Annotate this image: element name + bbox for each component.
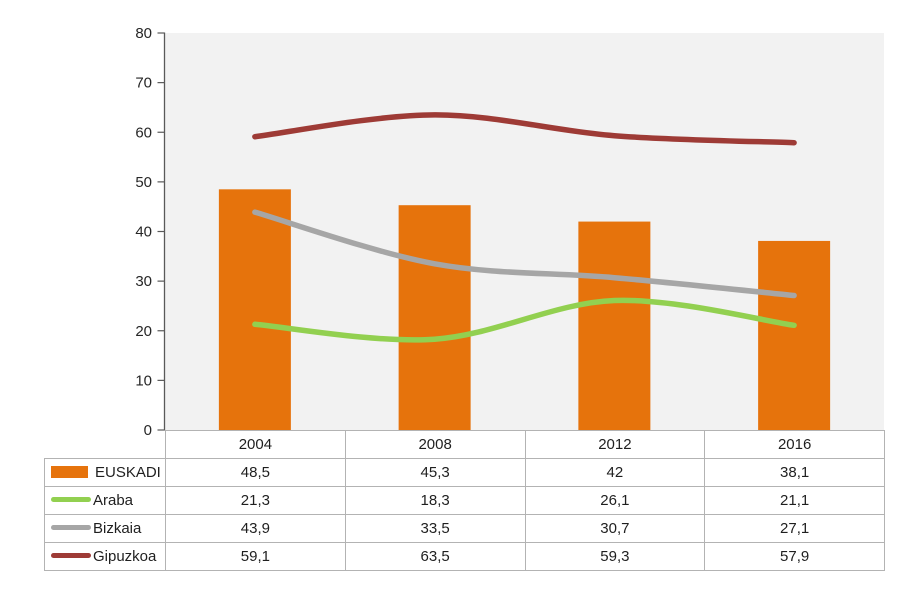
table-row-araba: Araba 21,3 18,3 26,1 21,1 bbox=[44, 486, 885, 515]
y-axis-tick-label: 50 bbox=[135, 174, 152, 191]
bar-euskadi-2012 bbox=[578, 221, 651, 430]
value-euskadi-2016: 38,1 bbox=[704, 458, 885, 487]
line-araba bbox=[252, 297, 797, 343]
legend-swatch-euskadi bbox=[51, 465, 88, 478]
bar-euskadi-2016 bbox=[758, 240, 831, 430]
chart-data-table: 2004 2008 2012 2016 EUSKADI 48,5 45,3 42 38,1 Ara… bbox=[44, 430, 885, 571]
value-bizkaia-2008: 33,5 bbox=[344, 514, 526, 543]
value-euskadi-2012: 42 bbox=[524, 458, 706, 487]
legend-cell-araba: Araba bbox=[44, 486, 166, 515]
table-row-euskadi: EUSKADI 48,5 45,3 42 38,1 bbox=[44, 458, 885, 487]
legend-label-araba: Araba bbox=[93, 492, 134, 510]
value-gipuzkoa-2008: 63,5 bbox=[344, 542, 526, 571]
table-row-bizkaia: Bizkaia 43,9 33,5 30,7 27,1 bbox=[44, 514, 885, 543]
value-bizkaia-2016: 27,1 bbox=[704, 514, 885, 543]
value-gipuzkoa-2016: 57,9 bbox=[704, 542, 885, 571]
y-axis-tick-label: 70 bbox=[135, 75, 152, 92]
legend-label-gipuzkoa: Gipuzkoa bbox=[93, 548, 157, 566]
y-axis-tick-label: 0 bbox=[144, 422, 152, 439]
table-row-gipuzkoa: Gipuzkoa 59,1 63,5 59,3 57,9 bbox=[44, 542, 885, 571]
legend-label-euskadi: EUSKADI bbox=[95, 464, 161, 482]
value-araba-2016: 21,1 bbox=[704, 486, 885, 515]
value-euskadi-2008: 45,3 bbox=[344, 458, 526, 487]
y-axis-tick-label: 80 bbox=[135, 25, 152, 42]
y-axis-tick-label: 30 bbox=[135, 273, 152, 290]
legend-swatch-bizkaia bbox=[51, 525, 91, 531]
value-bizkaia-2004: 43,9 bbox=[165, 514, 346, 543]
value-gipuzkoa-2004: 59,1 bbox=[165, 542, 346, 571]
legend-cell-bizkaia: Bizkaia bbox=[44, 514, 166, 543]
line-gipuzkoa bbox=[252, 112, 797, 146]
legend-cell-euskadi: EUSKADI bbox=[44, 458, 166, 487]
bar-euskadi-2008 bbox=[398, 205, 471, 430]
x-axis-label-2012: 2012 bbox=[524, 430, 706, 459]
value-araba-2004: 21,3 bbox=[165, 486, 346, 515]
x-axis-label-2016: 2016 bbox=[704, 430, 885, 459]
x-axis-label-2008: 2008 bbox=[344, 430, 526, 459]
value-gipuzkoa-2012: 59,3 bbox=[524, 542, 706, 571]
x-axis-labels-row: 2004 2008 2012 2016 bbox=[45, 430, 885, 459]
legend-swatch-araba bbox=[51, 497, 91, 503]
value-bizkaia-2012: 30,7 bbox=[524, 514, 706, 543]
value-araba-2008: 18,3 bbox=[344, 486, 526, 515]
y-axis-tick-label: 10 bbox=[135, 372, 152, 389]
value-araba-2012: 26,1 bbox=[524, 486, 706, 515]
y-axis-tick-label: 60 bbox=[135, 124, 152, 141]
table-corner-blank bbox=[45, 431, 166, 459]
legend-label-bizkaia: Bizkaia bbox=[93, 520, 142, 538]
x-axis-label-2004: 2004 bbox=[165, 430, 346, 459]
bar-euskadi-2004 bbox=[218, 189, 291, 430]
value-euskadi-2004: 48,5 bbox=[165, 458, 346, 487]
line-bizkaia bbox=[252, 209, 797, 299]
y-axis-tick-label: 40 bbox=[135, 224, 152, 241]
y-axis-tick-label: 20 bbox=[135, 323, 152, 340]
legend-swatch-gipuzkoa bbox=[51, 553, 91, 559]
legend-cell-gipuzkoa: Gipuzkoa bbox=[44, 542, 166, 571]
chart-data-table-body: 2004 2008 2012 2016 EUSKADI 48,5 45,3 42 38,1 Ara… bbox=[44, 430, 885, 571]
